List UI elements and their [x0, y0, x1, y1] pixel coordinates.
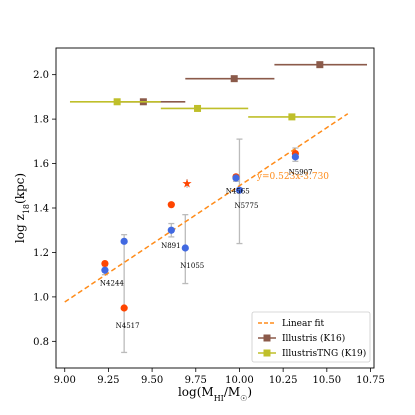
- legend-entry-label: Illustris (K16): [282, 333, 345, 344]
- x-axis-label-part: /M: [224, 385, 240, 399]
- y-axis-label-part: (kpc): [13, 173, 27, 204]
- y-tick-label: 1.6: [33, 159, 49, 170]
- illustris-k16-marker: [316, 61, 324, 69]
- y-axis-label-part: log z: [13, 214, 27, 243]
- x-tick-label: 10.00: [225, 375, 254, 386]
- fit-equation-label: y=0.523x-3.730: [256, 172, 329, 182]
- x-tick-label: 10.25: [269, 375, 298, 386]
- x-axis-label-sub: HI: [214, 394, 224, 403]
- y-tick-label: 1.2: [33, 248, 49, 259]
- legend-box: [251, 311, 371, 363]
- galaxy-point-blue: [120, 237, 128, 245]
- star-marker-glyph: ★: [182, 177, 193, 191]
- y-axis-label-sub: 18: [22, 204, 31, 214]
- x-axis-label-sub: ☉: [240, 394, 247, 403]
- galaxy-points: ★: [101, 149, 299, 312]
- galaxy-point-blue: [181, 244, 189, 252]
- galaxy-point-blue: [291, 153, 299, 161]
- galaxy-label: N4565: [226, 187, 250, 195]
- galaxy-point-blue: [167, 226, 175, 234]
- illustristng-k19-marker: [288, 113, 296, 121]
- legend-square-swatch: [263, 334, 271, 342]
- x-axis-label-part: ): [247, 385, 252, 399]
- y-tick-label: 2.0: [33, 70, 49, 81]
- galaxy-label: N4517: [116, 322, 140, 330]
- legend-square-swatch: [263, 349, 271, 357]
- x-tick-label: 10.50: [313, 375, 342, 386]
- galaxy-point-blue: [232, 174, 240, 182]
- galaxy-point-red: [167, 201, 175, 209]
- y-axis-label: log z18(kpc): [13, 173, 31, 243]
- x-tick-label: 9.00: [54, 375, 76, 386]
- galaxy-label: N5907: [289, 168, 313, 176]
- galaxy-point-red: [101, 259, 109, 268]
- y-tick-label: 1.4: [33, 204, 49, 215]
- galaxy-point-blue: [235, 186, 244, 194]
- x-tick-label: 9.50: [141, 375, 163, 386]
- legend-entry-label: IllustrisTNG (K19): [282, 348, 366, 359]
- galaxy-label: N1055: [180, 262, 204, 270]
- simulation-points: [69, 61, 368, 121]
- galaxy-label: N4244: [100, 280, 124, 288]
- legend-entry-label: Linear fit: [282, 319, 325, 329]
- illustristng-k19-marker: [194, 104, 202, 112]
- y-tick-label: 1.8: [33, 115, 49, 126]
- x-tick-label: 9.75: [185, 375, 207, 386]
- y-tick-label: 1.0: [33, 292, 49, 303]
- legend: Linear fit Illustris (K16) IllustrisTNG (K…: [251, 311, 371, 363]
- galaxy-point-blue: [101, 266, 109, 274]
- galaxy-point-red: [120, 304, 128, 312]
- y-tick-label: 0.8: [33, 337, 49, 348]
- x-tick-label: 10.75: [356, 375, 385, 386]
- axis-labels: log(MHI/M☉) log z18(kpc): [13, 173, 252, 403]
- x-axis-label: log(MHI/M☉): [178, 385, 252, 403]
- galaxy-labels: N4244 N4517 N891 N1055 N4565 N5775 N5907: [100, 168, 313, 329]
- x-axis-label-part: log(M: [178, 385, 214, 399]
- galaxy-label: N891: [161, 242, 181, 250]
- galaxy-label: N5775: [234, 202, 258, 210]
- axis-ticks: 9.00 9.25 9.50 9.75 10.00 10.25 10.50 10.75 0.8 1…: [33, 70, 385, 386]
- illustris-k16-marker: [230, 75, 238, 83]
- illustristng-k19-marker: [113, 98, 121, 106]
- x-tick-label: 9.25: [97, 375, 119, 386]
- fit-line-group: y=0.523x-3.730: [64, 113, 349, 303]
- linear-fit-line: [64, 113, 349, 303]
